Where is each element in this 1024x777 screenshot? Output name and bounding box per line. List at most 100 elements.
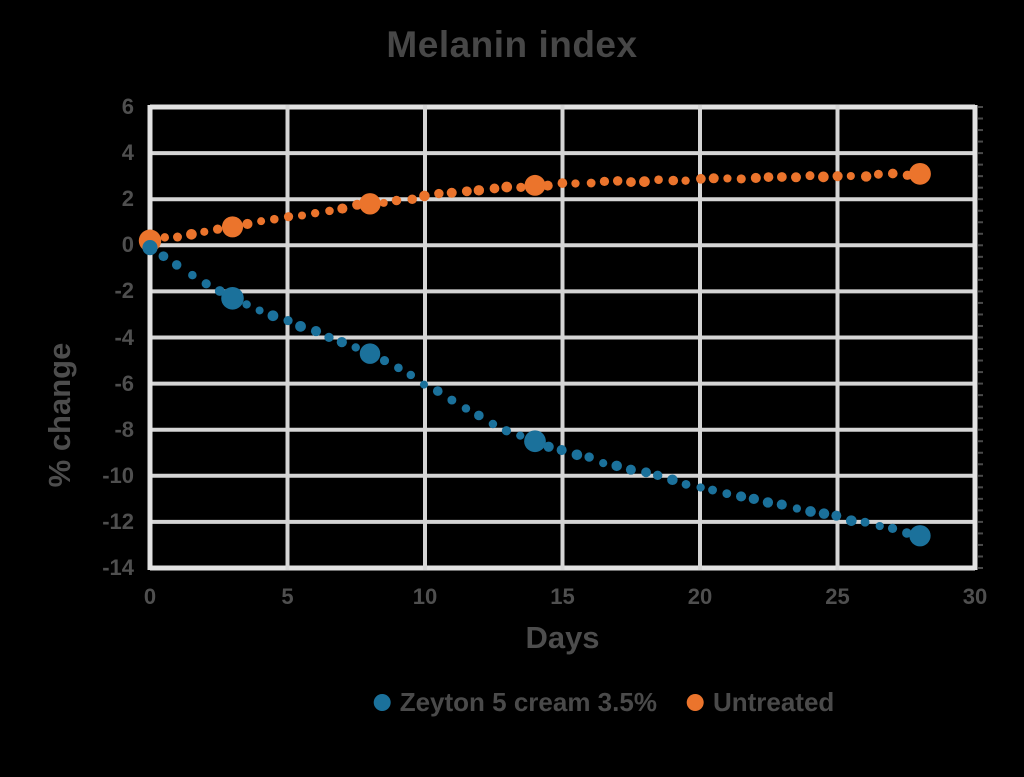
- series-dot: [255, 306, 264, 315]
- legend-marker-icon: [686, 694, 704, 711]
- series-dot: [584, 452, 594, 462]
- chart-title: Melanin index: [386, 24, 638, 65]
- series-dot: [543, 441, 554, 452]
- legend: Zeyton 5 cream 3.5% Untreated: [373, 687, 835, 718]
- series-dot: [887, 168, 898, 179]
- series-dot: [805, 171, 815, 181]
- series-dot: [652, 470, 663, 481]
- x-tick-label: 5: [281, 584, 294, 609]
- series-dot: [324, 332, 334, 342]
- series-dot: [446, 187, 457, 198]
- series-dot: [407, 194, 417, 204]
- series-dot: [845, 515, 857, 526]
- series-dot: [792, 504, 802, 513]
- series-dot: [473, 185, 485, 196]
- series-dot: [776, 499, 787, 510]
- series-dot: [461, 404, 471, 413]
- series-dot: [242, 218, 253, 230]
- series-dot: [325, 206, 334, 216]
- series-dot: [501, 426, 512, 436]
- series-dot: [516, 431, 525, 440]
- series-dot: [860, 517, 870, 527]
- series-dot: [242, 300, 251, 309]
- y-tick-label: 6: [121, 94, 134, 119]
- series-dot: [461, 186, 472, 197]
- series-dot: [695, 173, 706, 184]
- series-dot: [489, 183, 500, 194]
- series-dot: [873, 169, 883, 179]
- y-tick-label: -2: [114, 278, 134, 304]
- series-dot: [283, 315, 293, 326]
- data-point-marker: [524, 174, 546, 196]
- y-tick-label: -6: [114, 370, 134, 396]
- series-dot: [160, 233, 170, 242]
- series-dot: [188, 270, 197, 280]
- series-dot: [612, 176, 623, 186]
- y-axis-title: % change: [42, 342, 77, 488]
- series-dot: [736, 174, 746, 184]
- legend-item: Zeyton 5 cream 3.5%: [373, 687, 657, 718]
- series-dot: [586, 178, 596, 188]
- series-dot: [432, 386, 443, 396]
- series-dot: [626, 177, 636, 187]
- series-dot: [875, 521, 884, 531]
- legend-label: Zeyton 5 cream 3.5%: [399, 687, 657, 717]
- series-dot: [639, 176, 650, 187]
- series-dot: [681, 479, 691, 489]
- series-dot: [668, 175, 679, 186]
- series-dot: [406, 370, 416, 380]
- series-dot: [158, 251, 169, 262]
- series-dot: [599, 176, 610, 187]
- series-dot: [173, 232, 182, 242]
- series-dot: [805, 506, 816, 517]
- series-dot: [846, 171, 855, 181]
- series-dot: [200, 227, 209, 236]
- x-tick-label: 30: [962, 584, 988, 609]
- series-dot: [776, 172, 787, 182]
- series-dot: [887, 523, 898, 533]
- y-tick-label: -12: [102, 508, 134, 534]
- series-dot: [419, 190, 430, 202]
- series-dot: [667, 474, 678, 486]
- series-dot: [708, 173, 719, 184]
- series-dot: [379, 356, 390, 366]
- series-dot: [257, 217, 266, 226]
- series-dot: [283, 212, 294, 222]
- x-tick-label: 25: [825, 584, 850, 609]
- y-tick-label: -8: [114, 416, 134, 442]
- series-dot: [791, 172, 801, 183]
- series-dot: [696, 483, 705, 492]
- series-dot: [762, 497, 774, 508]
- series-dot: [295, 320, 306, 332]
- series-dot: [832, 171, 843, 182]
- x-axis-title: Days: [525, 620, 600, 655]
- legend-label: Untreated: [712, 687, 835, 717]
- data-point-marker: [359, 193, 381, 215]
- series-dot: [270, 214, 279, 224]
- series-dot: [736, 491, 747, 502]
- y-tick-label: 2: [121, 186, 134, 212]
- series-dot: [351, 343, 360, 352]
- series-dot: [750, 172, 761, 183]
- legend-marker-icon: [373, 694, 391, 711]
- legend-item: Untreated: [686, 687, 835, 718]
- data-point-marker: [909, 525, 931, 547]
- series-dot: [310, 326, 322, 337]
- data-point-marker: [142, 240, 158, 256]
- y-tick-label: -14: [102, 555, 134, 580]
- series-dot: [379, 198, 388, 207]
- y-tick-label: -4: [114, 324, 134, 350]
- data-point-marker: [524, 430, 546, 453]
- series-dot: [599, 459, 608, 468]
- data-point-marker: [221, 287, 244, 310]
- series-dot: [267, 310, 279, 322]
- series-dot: [902, 528, 912, 538]
- series-dot: [860, 171, 872, 182]
- series-dot: [488, 419, 498, 429]
- series-dot: [542, 180, 553, 191]
- series-dot: [818, 171, 829, 183]
- series-dot: [708, 485, 717, 495]
- series-dot: [336, 337, 347, 348]
